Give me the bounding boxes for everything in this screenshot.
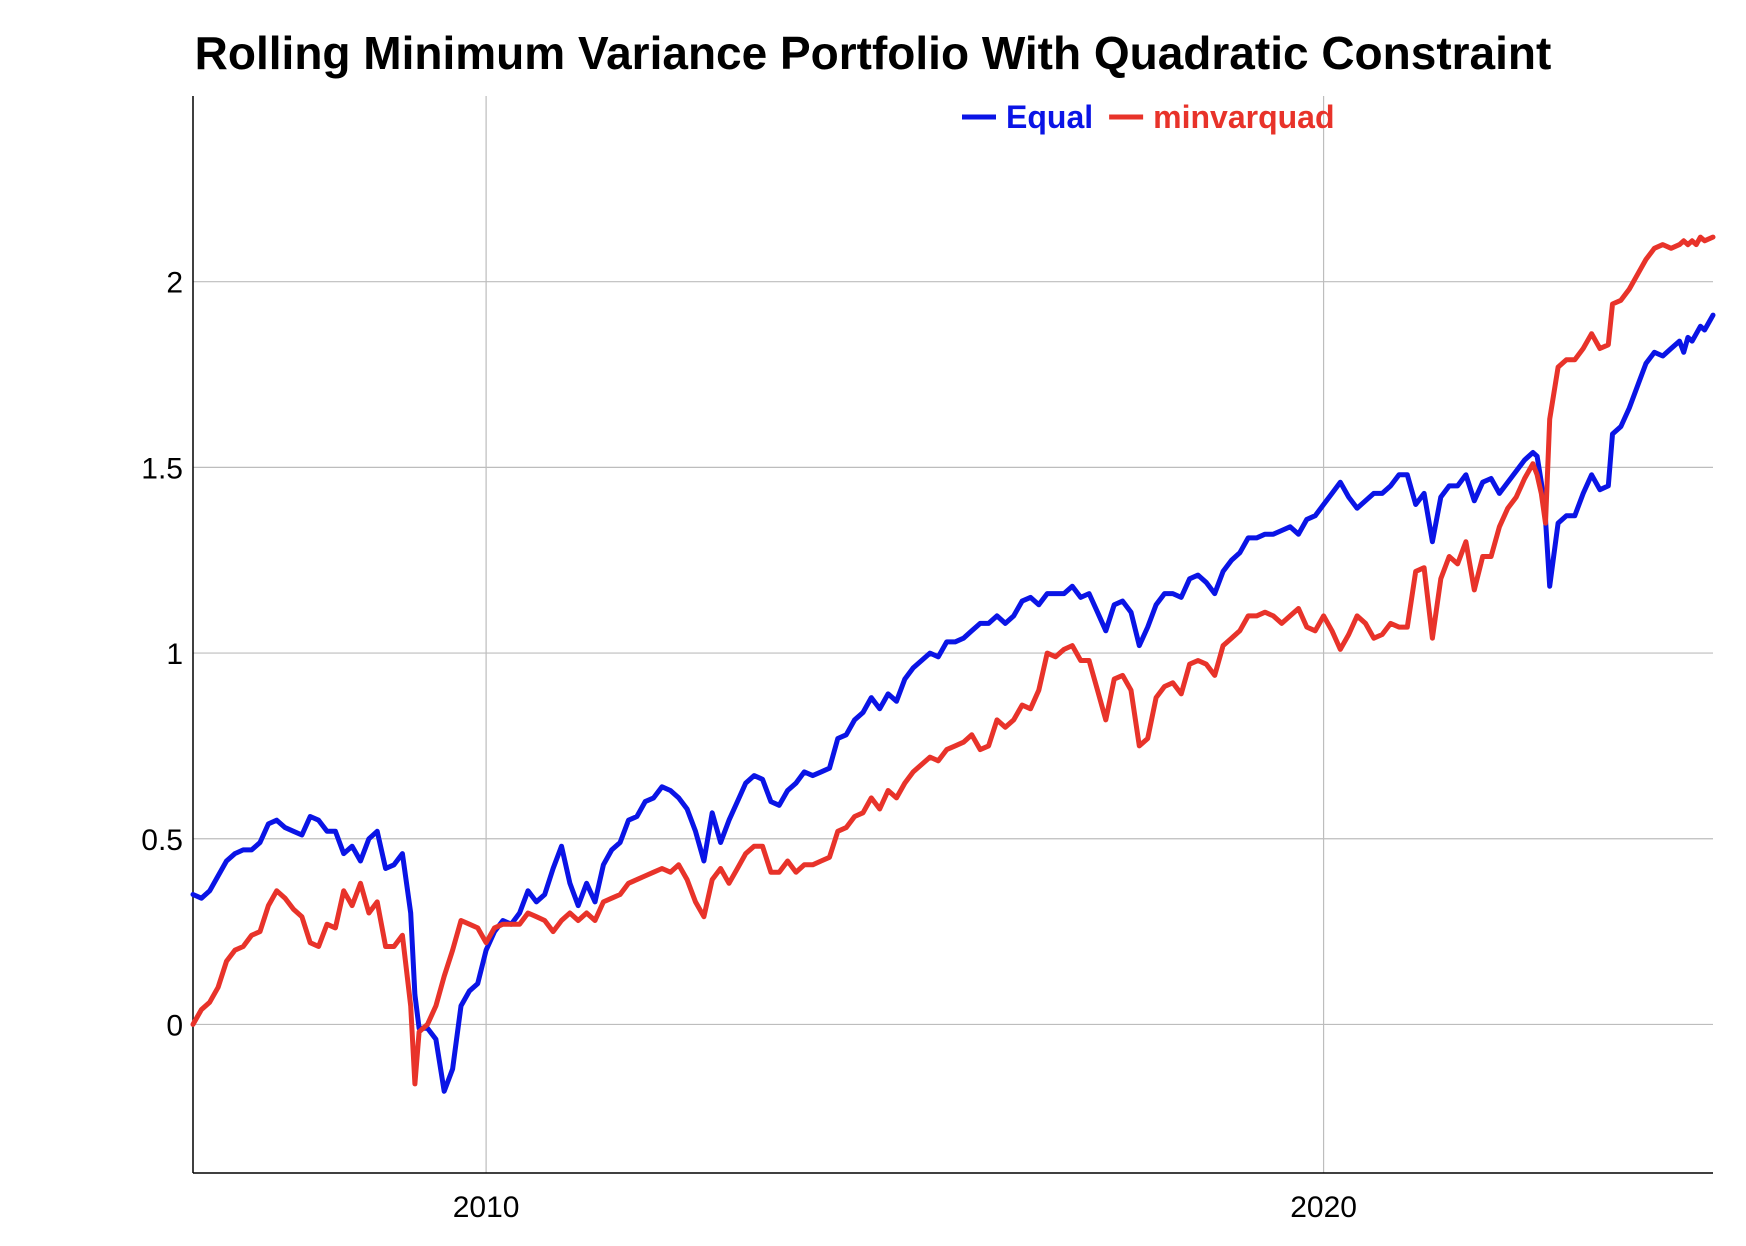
grid-lines — [193, 96, 1713, 1173]
legend-label-minvarquad: minvarquad — [1153, 99, 1334, 135]
series-line-minvarquad — [190, 234, 1716, 1087]
x-tick-label: 2010 — [453, 1191, 520, 1224]
axes — [192, 96, 1713, 1174]
y-tick-label: 2 — [166, 267, 183, 300]
y-tick-label: 0 — [166, 1009, 183, 1042]
legend-label-Equal: Equal — [1006, 99, 1093, 135]
tick-labels: 0 0.5 1 1.5 2 2010 2020 — [141, 267, 1357, 1224]
x-tick-label: 2020 — [1290, 1191, 1357, 1224]
y-tick-label: 1 — [166, 638, 183, 671]
y-tick-label: 1.5 — [141, 452, 183, 485]
legend: Equal minvarquad — [962, 99, 1335, 135]
plot-background — [193, 96, 1713, 1173]
chart-title: Rolling Minimum Variance Portfolio With … — [194, 27, 1552, 79]
series-line-Equal — [190, 312, 1716, 1094]
y-tick-label: 0.5 — [141, 824, 183, 857]
series-lines — [190, 234, 1716, 1094]
